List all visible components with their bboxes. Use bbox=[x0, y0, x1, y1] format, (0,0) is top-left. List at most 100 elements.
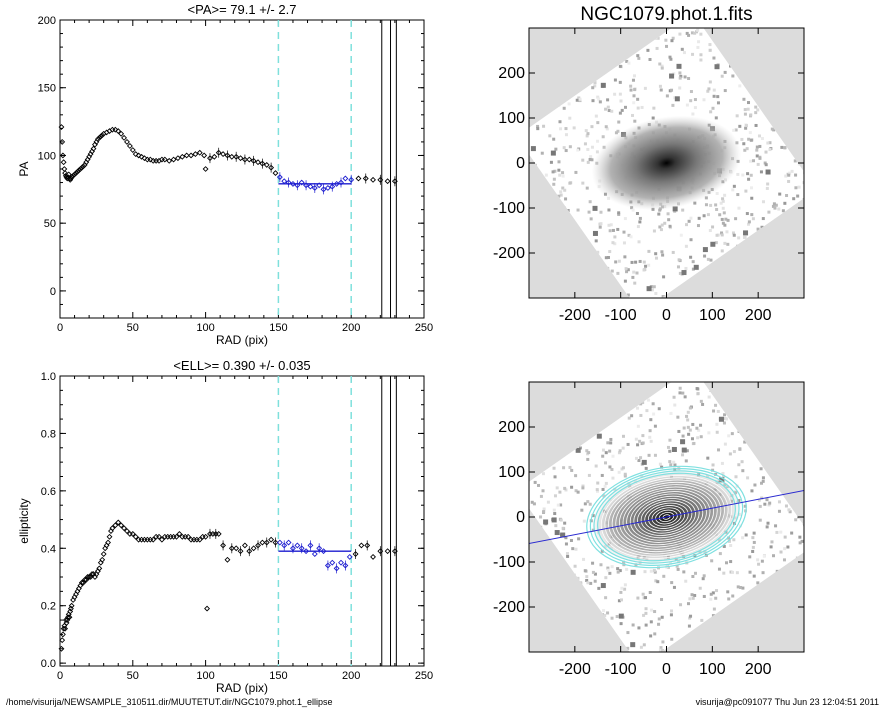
noise-pixel bbox=[763, 161, 767, 165]
noise-pixel bbox=[616, 570, 620, 574]
noise-pixel bbox=[797, 185, 801, 189]
noise-pixel bbox=[706, 456, 710, 460]
noise-pixel bbox=[678, 71, 682, 75]
data-point bbox=[84, 574, 91, 580]
data-point bbox=[105, 539, 111, 546]
noise-pixel bbox=[784, 174, 788, 178]
noise-pixel bbox=[739, 586, 743, 590]
noise-pixel bbox=[682, 570, 686, 574]
noise-pixel bbox=[564, 133, 568, 137]
noise-pixel bbox=[774, 524, 778, 528]
data-point bbox=[150, 536, 157, 543]
noise-pixel bbox=[626, 646, 630, 650]
data-point bbox=[311, 185, 318, 191]
noise-pixel bbox=[606, 441, 610, 445]
noise-pixel bbox=[747, 177, 751, 181]
noise-pixel bbox=[761, 217, 765, 221]
noise-pixel bbox=[606, 568, 610, 572]
noise-pixel bbox=[604, 596, 608, 600]
y-tick-label: -200 bbox=[493, 599, 525, 616]
noise-pixel bbox=[689, 99, 693, 103]
noise-pixel bbox=[672, 585, 676, 589]
noise-pixel bbox=[626, 631, 630, 635]
noise-pixel bbox=[587, 473, 591, 477]
data-point bbox=[211, 153, 218, 160]
noise-pixel bbox=[651, 402, 655, 406]
noise-pixel bbox=[564, 488, 568, 492]
data-point bbox=[316, 545, 323, 552]
noise-pixel bbox=[695, 387, 699, 391]
noise-pixel bbox=[778, 192, 782, 196]
data-point bbox=[320, 186, 327, 193]
noise-pixel bbox=[596, 139, 600, 143]
noise-pixel bbox=[562, 466, 566, 470]
noise-pixel bbox=[780, 145, 784, 149]
data-point bbox=[92, 141, 98, 148]
noise-pixel bbox=[736, 585, 740, 589]
data-point bbox=[215, 530, 222, 537]
noise-pixel bbox=[586, 581, 590, 585]
noise-pixel bbox=[722, 474, 726, 478]
noise-pixel bbox=[685, 449, 689, 453]
data-point bbox=[290, 545, 296, 552]
noise-pixel bbox=[653, 424, 657, 428]
data-point bbox=[391, 178, 398, 185]
data-point bbox=[124, 138, 130, 145]
noise-pixel bbox=[587, 451, 591, 455]
noise-pixel bbox=[736, 193, 740, 197]
noise-pixel bbox=[582, 519, 586, 523]
noise-pixel bbox=[643, 570, 647, 574]
y-axis-label: ellipticity bbox=[17, 498, 31, 543]
noise-pixel bbox=[609, 441, 613, 445]
noise-pixel bbox=[634, 456, 638, 460]
data-point bbox=[65, 171, 72, 178]
data-point bbox=[174, 155, 181, 162]
noise-pixel bbox=[724, 217, 728, 221]
noise-pixel bbox=[593, 572, 597, 576]
noise-pixel bbox=[561, 526, 565, 530]
plot-title: <ELL>= 0.390 +/- 0.035 bbox=[173, 358, 310, 373]
noise-pixel bbox=[668, 55, 672, 59]
noise-pixel bbox=[699, 435, 703, 439]
star bbox=[676, 63, 682, 69]
noise-pixel bbox=[595, 488, 599, 492]
data-point bbox=[83, 576, 90, 583]
noise-pixel bbox=[738, 84, 742, 88]
noise-pixel bbox=[708, 43, 712, 47]
data-point bbox=[129, 147, 136, 153]
noise-pixel bbox=[754, 111, 758, 115]
noise-pixel bbox=[670, 609, 674, 613]
noise-pixel bbox=[685, 414, 689, 418]
noise-pixel bbox=[616, 271, 620, 275]
noise-pixel bbox=[703, 254, 707, 258]
data-point bbox=[60, 159, 67, 166]
noise-pixel bbox=[690, 31, 694, 35]
data-point bbox=[164, 533, 171, 540]
noise-pixel bbox=[611, 476, 615, 480]
noise-pixel bbox=[748, 570, 752, 574]
x-axis-label: RAD (pix) bbox=[216, 333, 268, 347]
noise-pixel bbox=[617, 470, 621, 474]
data-point bbox=[147, 536, 154, 543]
noise-pixel bbox=[644, 623, 648, 627]
noise-pixel bbox=[689, 255, 693, 259]
noise-pixel bbox=[721, 197, 725, 201]
noise-pixel bbox=[625, 270, 629, 274]
noise-pixel bbox=[602, 494, 606, 498]
noise-pixel bbox=[737, 206, 741, 210]
star bbox=[672, 206, 678, 212]
noise-pixel bbox=[742, 142, 746, 146]
data-point bbox=[90, 571, 97, 578]
data-point bbox=[384, 178, 391, 185]
noise-pixel bbox=[726, 242, 730, 246]
noise-pixel bbox=[744, 126, 748, 130]
noise-pixel bbox=[636, 596, 640, 600]
noise-pixel bbox=[691, 422, 695, 426]
noise-pixel bbox=[658, 462, 662, 466]
noise-pixel bbox=[614, 131, 618, 135]
data-point bbox=[158, 156, 165, 163]
noise-pixel bbox=[552, 466, 556, 470]
y-tick-label: 100 bbox=[498, 464, 525, 481]
noise-pixel bbox=[659, 228, 663, 232]
noise-pixel bbox=[712, 94, 716, 98]
